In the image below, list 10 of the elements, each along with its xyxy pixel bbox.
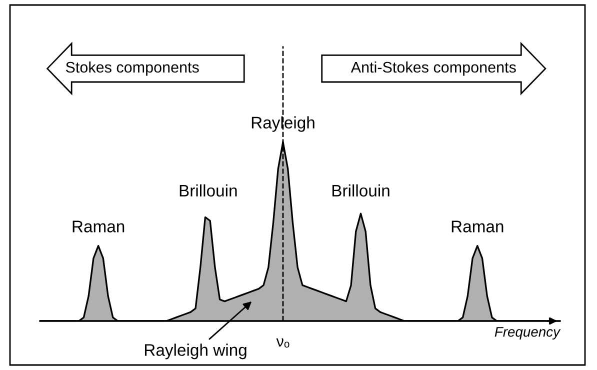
text: Anti-Stokes components xyxy=(350,61,516,76)
text: Stokes components xyxy=(66,61,199,76)
text: Rayleigh xyxy=(252,116,314,132)
annotation: Raman xyxy=(72,220,124,232)
annotation: Raman xyxy=(452,220,504,232)
text: Rayleigh wing xyxy=(145,344,246,360)
x-axis-title: Frequency xyxy=(494,327,561,340)
annotation: Brillouin xyxy=(180,184,237,197)
text: νₒ xyxy=(276,338,290,348)
annotation: Brillouin xyxy=(332,184,390,197)
